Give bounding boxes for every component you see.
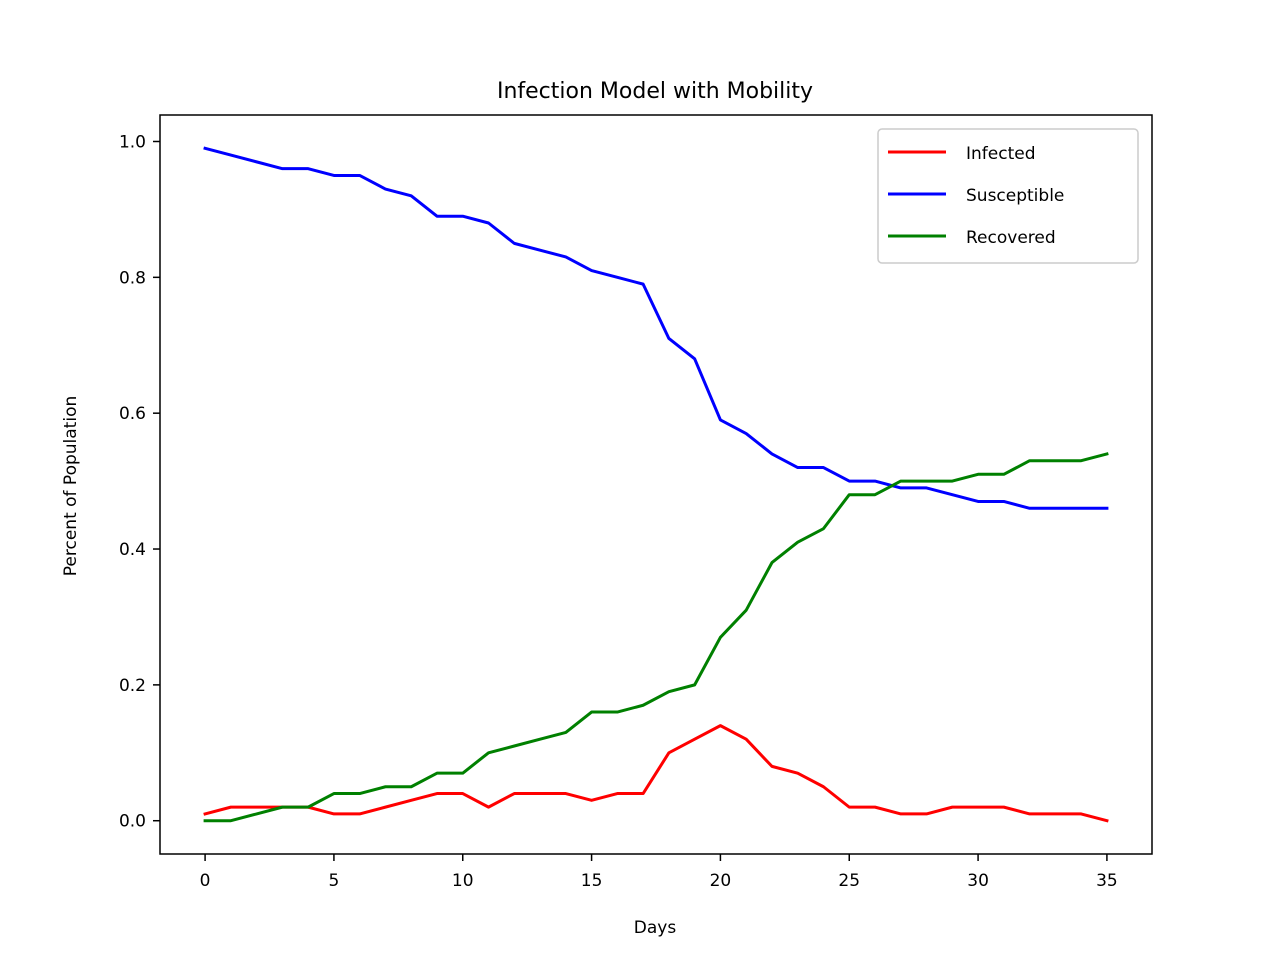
legend: Infected Susceptible Recovered [877,128,1139,264]
x-tick-label: 10 [452,871,474,891]
plot-area: 0 5 10 15 20 25 30 35 0.0 0.2 0.4 0.6 0.8 1.0 [119,114,1153,891]
x-axis-ticks: 0 5 10 15 20 25 30 35 [200,854,1118,891]
legend-label-susceptible: Susceptible [966,186,1064,206]
series-line-recovered [203,452,1109,823]
series-layer [203,146,1109,823]
y-tick-label: 0.8 [119,268,146,288]
y-tick-label: 0.4 [119,540,146,560]
y-tick-label: 0.2 [119,676,146,696]
x-axis-label: Days [634,918,677,938]
legend-label-infected: Infected [966,144,1036,164]
chart-title: Infection Model with Mobility [497,79,813,104]
y-tick-label: 0.6 [119,404,146,424]
x-tick-label: 15 [581,871,603,891]
y-tick-label: 0.0 [119,812,146,832]
series-line-susceptible [203,146,1109,510]
x-tick-label: 20 [710,871,732,891]
axes-frame [159,114,1153,855]
y-axis-label: Percent of Population [61,396,81,576]
legend-items: Infected Susceptible Recovered [888,144,1064,248]
x-tick-label: 25 [838,871,860,891]
legend-box [877,128,1139,264]
x-tick-label: 0 [200,871,211,891]
x-tick-label: 35 [1096,871,1118,891]
y-axis-ticks: 0.0 0.2 0.4 0.6 0.8 1.0 [119,132,160,832]
x-tick-label: 30 [967,871,989,891]
x-tick-label: 5 [329,871,340,891]
series-line-infected [203,724,1109,823]
y-tick-label: 1.0 [119,132,146,152]
legend-label-recovered: Recovered [966,228,1056,248]
